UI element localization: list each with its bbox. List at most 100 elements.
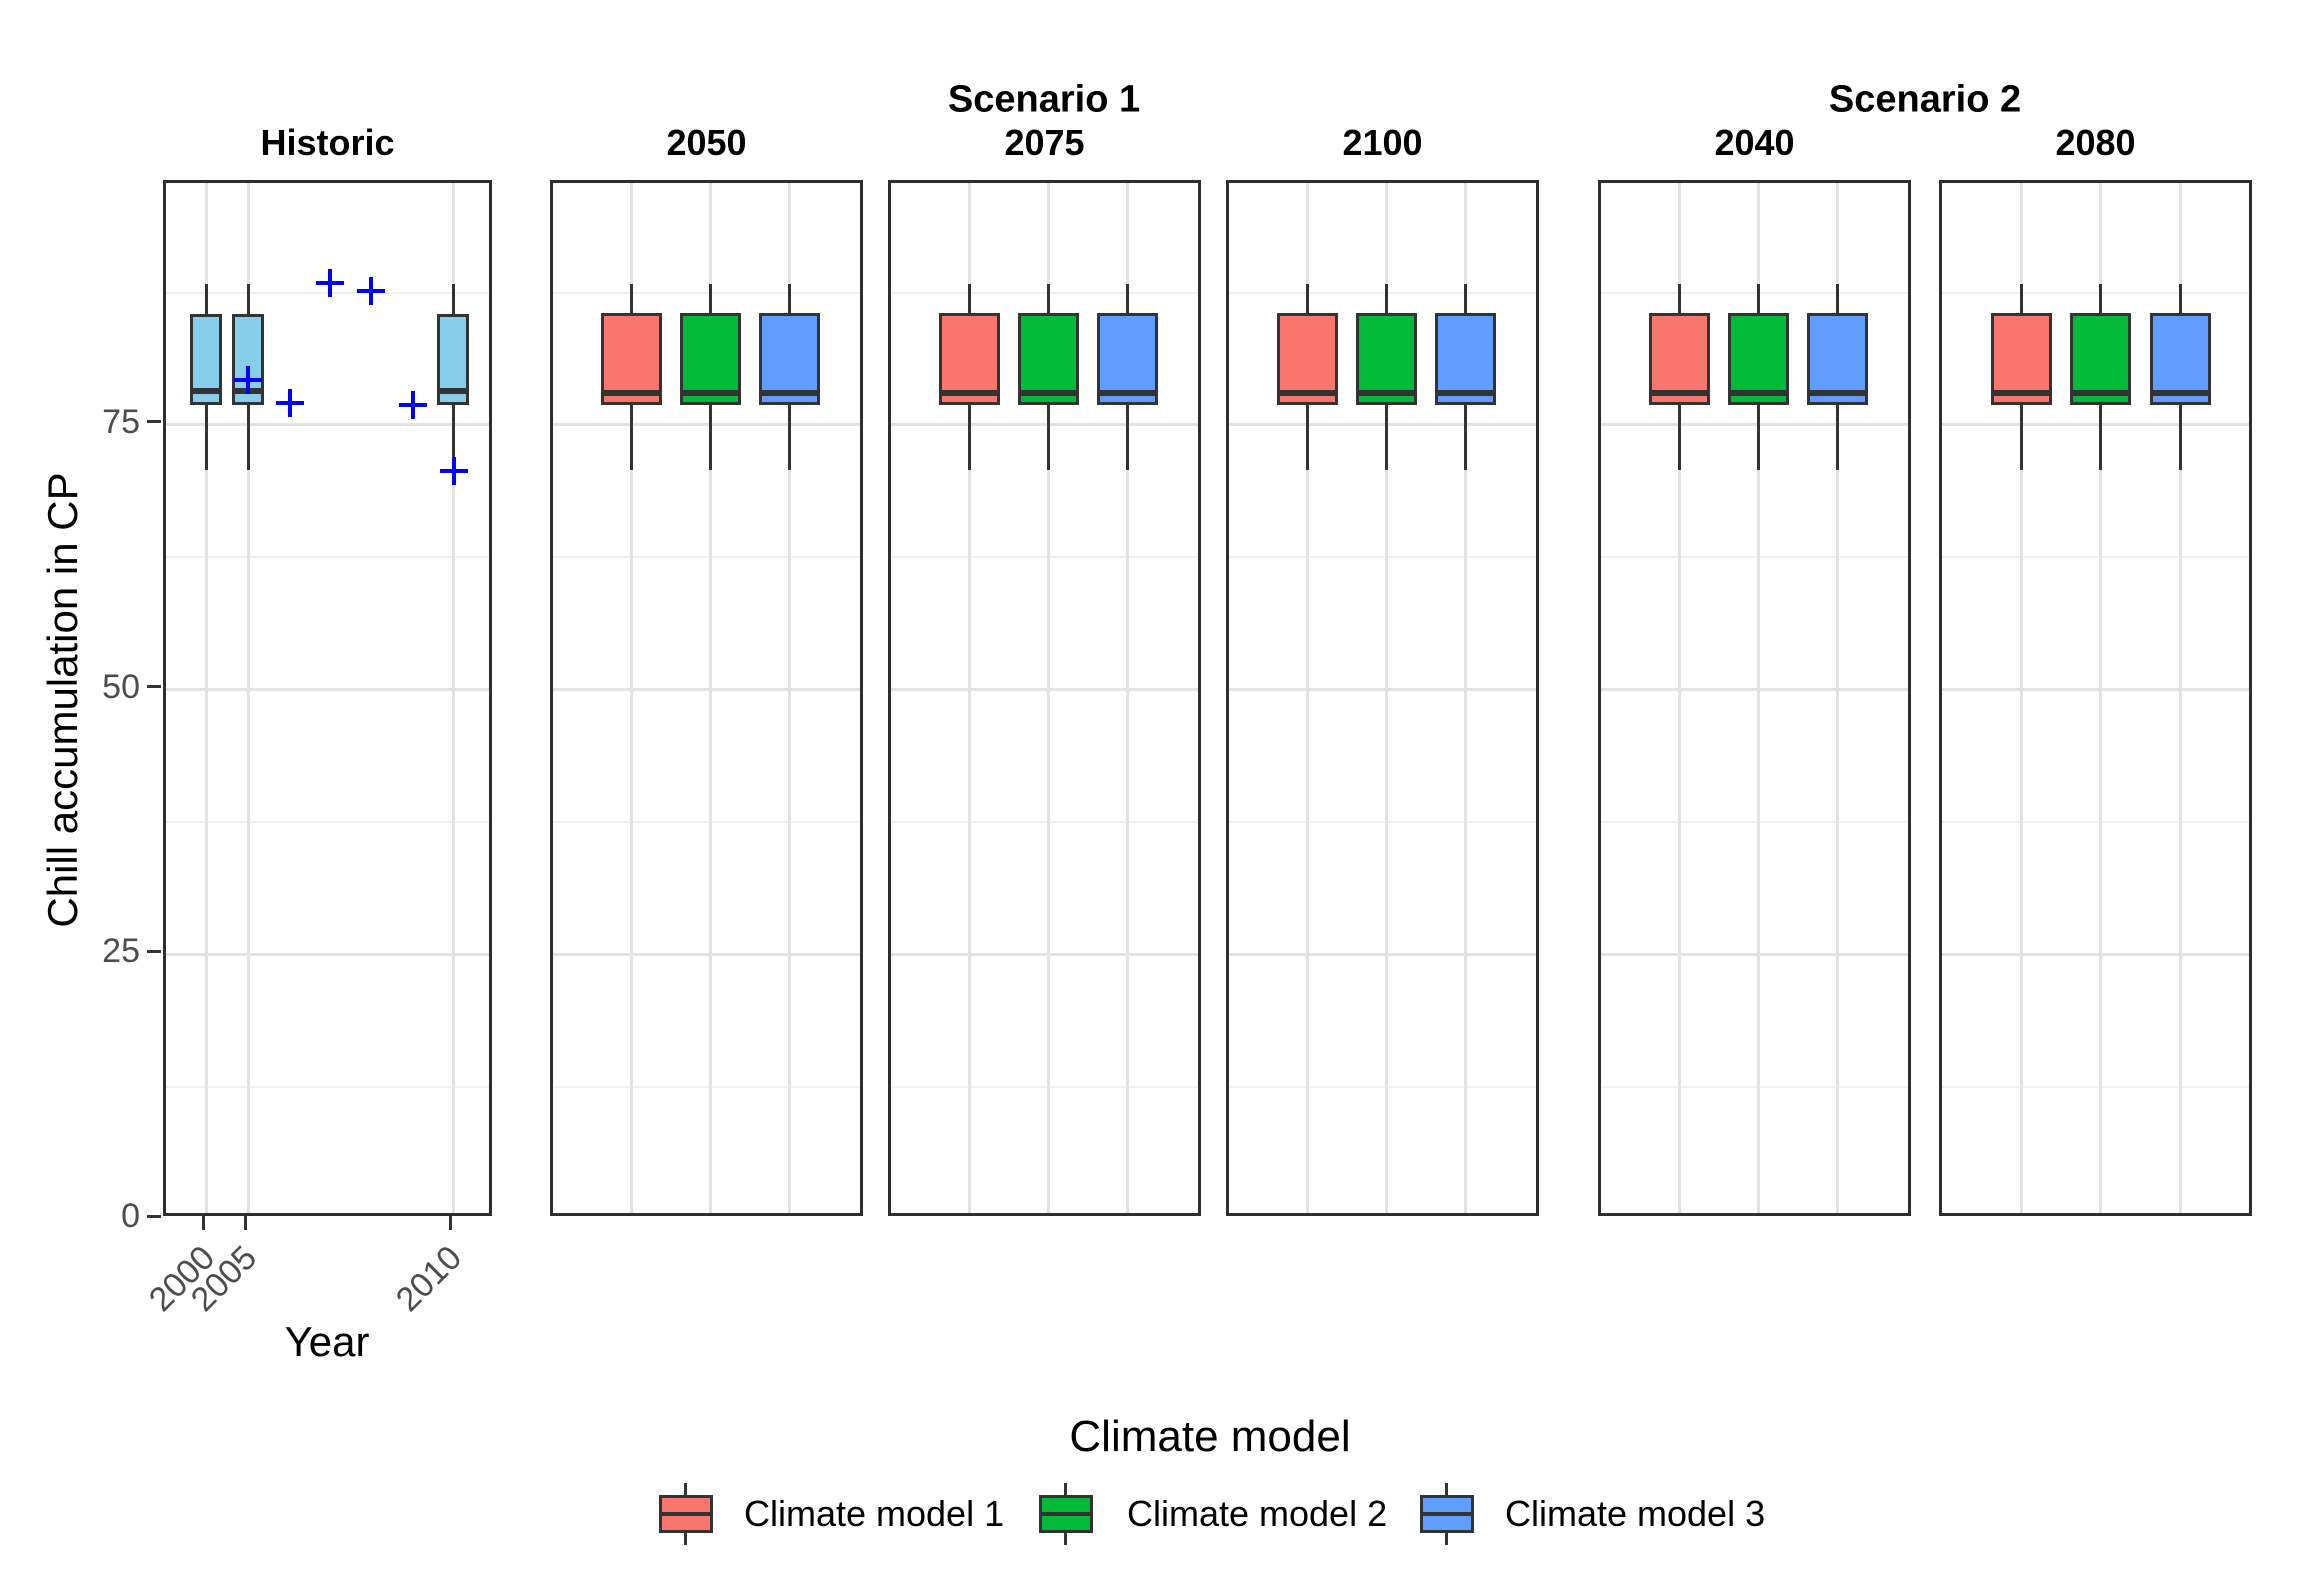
whisker-upper bbox=[967, 284, 971, 313]
box-Climate model 2 bbox=[1017, 312, 1079, 405]
legend-key-1 bbox=[658, 1483, 714, 1545]
facet-panel-2075 bbox=[888, 180, 1201, 1216]
median-line bbox=[440, 388, 466, 394]
vertical-gridline bbox=[2178, 183, 2182, 1213]
median-line bbox=[1358, 390, 1414, 397]
whisker-upper bbox=[1046, 284, 1050, 313]
minor-gridline bbox=[891, 1085, 1198, 1088]
legend-key-2 bbox=[1038, 1483, 1094, 1545]
whisker-upper bbox=[2019, 284, 2023, 313]
x-axis-title: Year bbox=[284, 1318, 370, 1365]
whisker-lower bbox=[246, 404, 250, 471]
facet-panel-2100 bbox=[1226, 180, 1539, 1216]
vertical-gridline bbox=[967, 183, 971, 1213]
major-gridline bbox=[1942, 952, 2249, 956]
legend-label-2: Climate model 2 bbox=[1127, 1493, 1388, 1534]
vertical-gridline bbox=[246, 183, 250, 1213]
whisker-upper bbox=[1835, 284, 1839, 313]
minor-gridline bbox=[553, 291, 860, 294]
minor-gridline bbox=[1229, 820, 1536, 823]
vertical-gridline bbox=[2019, 183, 2023, 1213]
point-cross-vertical bbox=[452, 457, 456, 486]
minor-gridline bbox=[1601, 291, 1908, 294]
x-tick-mark bbox=[201, 1216, 205, 1230]
median-line bbox=[761, 390, 817, 397]
y-tick-label: 0 bbox=[121, 1197, 140, 1235]
vertical-gridline bbox=[708, 183, 712, 1213]
median-line bbox=[1437, 390, 1493, 397]
legend-title: Climate model bbox=[1069, 1412, 1351, 1461]
minor-gridline bbox=[166, 291, 489, 294]
box-Climate model 3 bbox=[758, 312, 820, 405]
major-gridline bbox=[1229, 423, 1536, 427]
minor-gridline bbox=[553, 556, 860, 559]
box-Climate model 2 bbox=[679, 312, 741, 405]
whisker-lower bbox=[2019, 404, 2023, 471]
box-Climate model 1 bbox=[1276, 312, 1338, 405]
whisker-upper bbox=[246, 284, 250, 314]
y-tick-mark bbox=[147, 949, 161, 953]
whisker-lower bbox=[629, 404, 633, 471]
point-cross-vertical bbox=[369, 277, 373, 306]
box-Climate model 2 bbox=[1727, 312, 1789, 405]
whisker-upper bbox=[1756, 284, 1760, 313]
vertical-gridline bbox=[1756, 183, 1760, 1213]
vertical-gridline bbox=[1125, 183, 1129, 1213]
minor-gridline bbox=[891, 556, 1198, 559]
whisker-upper bbox=[708, 284, 712, 313]
major-gridline bbox=[1601, 952, 1908, 956]
whisker-lower bbox=[1305, 404, 1309, 471]
vertical-gridline bbox=[1463, 183, 1467, 1213]
box-Climate model 3 bbox=[1096, 312, 1158, 405]
median-line bbox=[193, 388, 219, 394]
minor-gridline bbox=[1229, 1085, 1536, 1088]
point-cross-vertical bbox=[246, 366, 250, 395]
y-tick-mark bbox=[147, 685, 161, 689]
vertical-gridline bbox=[1384, 183, 1388, 1213]
minor-gridline bbox=[166, 820, 489, 823]
minor-gridline bbox=[1942, 1085, 2249, 1088]
whisker-lower bbox=[2178, 404, 2182, 471]
whisker-upper bbox=[2098, 284, 2102, 313]
whisker-upper bbox=[1463, 284, 1467, 313]
minor-gridline bbox=[891, 291, 1198, 294]
whisker-lower bbox=[1677, 404, 1681, 471]
facet-panel-Historic bbox=[163, 180, 492, 1216]
minor-gridline bbox=[1229, 556, 1536, 559]
whisker-upper bbox=[1384, 284, 1388, 313]
facet-title-2050: 2050 bbox=[666, 122, 747, 163]
major-gridline bbox=[1229, 952, 1536, 956]
whisker-lower bbox=[204, 404, 208, 471]
minor-gridline bbox=[1942, 556, 2249, 559]
whisker-upper bbox=[1677, 284, 1681, 313]
whisker-lower bbox=[2098, 404, 2102, 471]
whisker-upper bbox=[629, 284, 633, 313]
major-gridline bbox=[166, 423, 489, 427]
whisker-lower bbox=[1384, 404, 1388, 471]
median-line bbox=[1809, 390, 1865, 397]
facet-panel-2080 bbox=[1939, 180, 2252, 1216]
major-gridline bbox=[1601, 423, 1908, 427]
whisker-upper bbox=[787, 284, 791, 313]
whisker-lower bbox=[1756, 404, 1760, 471]
vertical-gridline bbox=[1677, 183, 1681, 1213]
whisker-upper bbox=[1125, 284, 1129, 313]
facet-title-2075: 2075 bbox=[1004, 122, 1085, 163]
whisker-upper bbox=[451, 284, 455, 314]
observed-point bbox=[316, 269, 344, 298]
major-gridline bbox=[166, 952, 489, 956]
median-line bbox=[1279, 390, 1335, 397]
median-line bbox=[682, 390, 738, 397]
point-cross-vertical bbox=[411, 390, 415, 419]
minor-gridline bbox=[1942, 291, 2249, 294]
whisker-lower bbox=[787, 404, 791, 471]
whisker-lower bbox=[1463, 404, 1467, 471]
x-tick-mark bbox=[243, 1216, 247, 1230]
x-tick-mark bbox=[448, 1216, 452, 1230]
vertical-gridline bbox=[1046, 183, 1050, 1213]
median-line bbox=[1993, 390, 2049, 397]
whisker-upper bbox=[204, 284, 208, 314]
vertical-gridline bbox=[787, 183, 791, 1213]
observed-point bbox=[357, 277, 385, 306]
whisker-lower bbox=[1835, 404, 1839, 471]
